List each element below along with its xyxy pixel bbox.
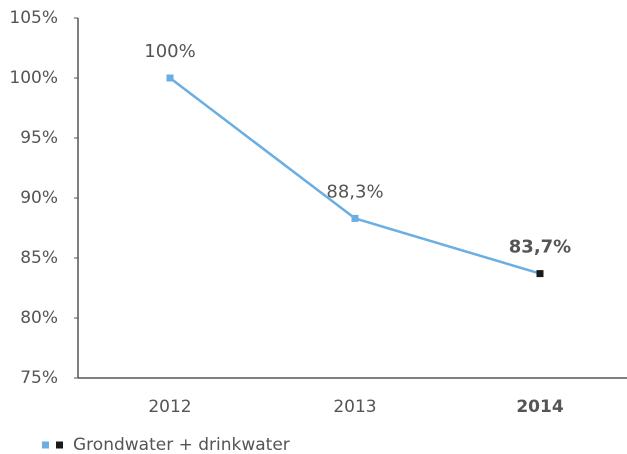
marker [351, 214, 359, 222]
x-tick-label: 2012 [148, 397, 191, 417]
y-tick-label: 85% [20, 248, 58, 268]
y-tick-label: 80% [20, 308, 58, 328]
y-tick-label: 100% [9, 68, 58, 88]
y-tick-label: 75% [20, 368, 58, 388]
value-label: 88,3% [326, 181, 383, 202]
legend-marker [56, 441, 63, 449]
x-tick-label: 2014 [516, 397, 563, 417]
marker [536, 270, 544, 278]
legend-marker [42, 441, 49, 449]
y-tick-label: 105% [9, 8, 58, 28]
y-tick-label: 90% [20, 188, 58, 208]
value-label: 100% [144, 41, 195, 62]
line [169, 77, 541, 275]
legend-label: Grondwater + drinkwater [73, 435, 290, 454]
x-tick-label: 2013 [333, 397, 376, 417]
marker [166, 74, 174, 82]
value-label: 83,7% [509, 237, 571, 258]
y-tick-label: 95% [20, 128, 58, 148]
